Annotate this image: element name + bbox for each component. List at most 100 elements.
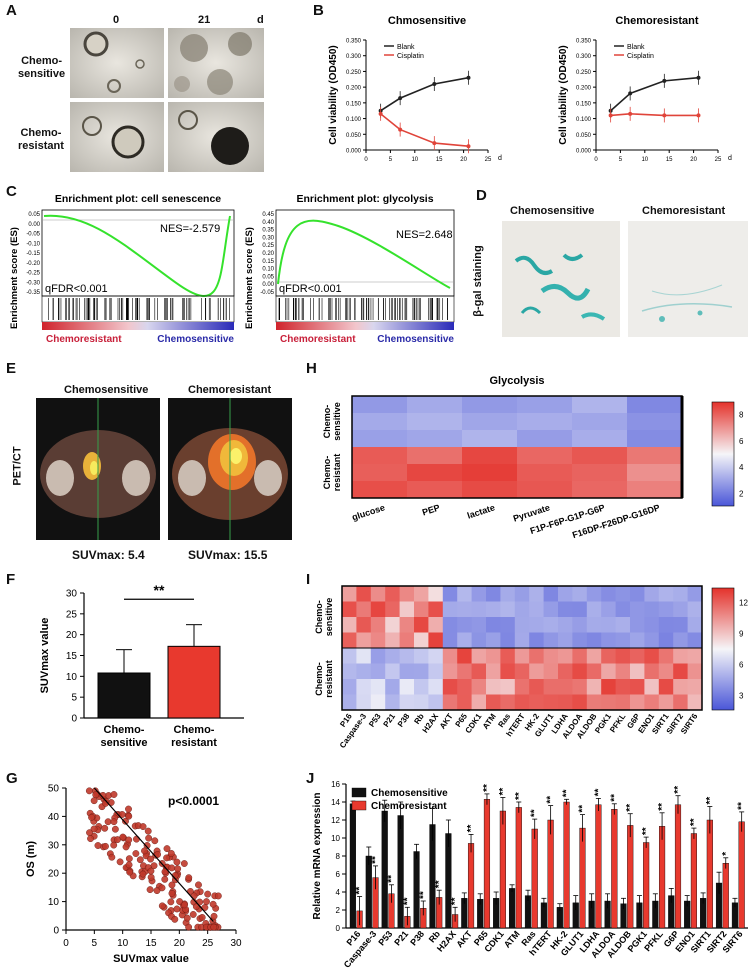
data-point [608,113,613,118]
heatmap-cell [572,632,588,649]
heatmap-cell [442,617,458,633]
y-tick-label: 0 [336,924,341,933]
y-tick-label: 0.200 [346,86,362,92]
heatmap-cell [414,632,429,649]
colorbar-label: 6 [739,437,744,446]
y-axis-label: Enrichment score (ES) [9,227,20,329]
heatmap-cell [414,679,429,695]
x-tick-label: 20 [460,157,467,163]
y-axis-label: Cell viability (OD450) [328,45,339,144]
panel-label-e: E [6,360,17,377]
scatter-point [173,858,181,866]
x-tick-label: 10 [411,157,418,163]
heatmap-cell [572,396,628,414]
y-tick-label: 0.20 [262,251,274,257]
y-tick-label: -0.15 [26,251,40,257]
heatmap-cell [514,679,530,695]
colorbar-label: 8 [739,410,744,419]
x-tick-label: 25 [485,157,492,163]
heatmap-cell [586,617,602,633]
significance-marker: ** [154,585,165,598]
colorbar [711,401,735,507]
group-label-right: Chemosensitive [157,334,234,345]
heatmap-cell [462,430,518,448]
x-tick-label: 20 [690,157,697,163]
y-tick-label: 16 [331,780,340,789]
scatter-point [161,875,169,883]
scatter-point [161,868,169,876]
column-label: glucose [351,502,386,522]
scatter-os-suvmax: 0 10 20 30 40 50 0 5 10 15 20 25 30 SUVmax value OS (m… [25,784,242,966]
panel-label-i: I [306,571,311,588]
heatmap-cell [514,632,530,649]
y-tick-label: 20 [66,630,78,641]
panel-e-ylabel: PET/CT [11,446,24,486]
heatmap-cell [428,694,444,711]
column-label: PFKL [608,712,627,734]
heatmap-cell [399,663,415,680]
heatmap-cell [414,648,429,664]
heatmap-cell [370,586,386,602]
y-tick-label: 0.40 [262,220,274,226]
heatmap-cell [558,663,573,680]
heatmap-cell [462,464,518,482]
heatmap-cell [627,430,683,448]
legend-label: Cisplatin [627,53,654,60]
x-axis-label: SUVmax value [113,953,189,965]
heatmap-cell [658,617,674,633]
y-tick-label: -0.05 [26,232,40,238]
heatmap-cell [407,464,463,482]
bar-chemoresistant [659,826,666,929]
heatmap-cell [644,632,660,649]
x-tick-label: 5 [389,157,393,163]
heatmap-cell [630,663,645,680]
colorbar-label: 3 [739,691,744,700]
heatmap-cell [356,679,372,695]
y-tick-label: 0.350 [576,39,592,45]
significance-marker: ** [514,792,525,800]
y-tick-label: 15 [66,651,78,662]
bar-chemosensitive [381,810,388,929]
y-tick-label: 0.100 [346,117,362,123]
heatmap-cell [342,632,357,649]
heatmap-cell [399,679,415,695]
scatter-point [110,841,118,849]
heatmap-cell [615,632,631,649]
heatmap-cell [517,430,573,448]
bar-chemosensitive [413,851,420,929]
significance-marker: ** [482,784,493,792]
column-label: ATM [481,712,498,731]
scatter-point [185,923,193,931]
group-label-left: Chemoresistant [46,334,122,345]
column-label: PEP [421,502,441,517]
y-tick-label: 0.350 [346,39,362,45]
heatmap-cell [644,617,660,633]
heatmap-cell [399,586,415,602]
x-category-label: P38 [408,929,426,948]
scatter-point [94,842,102,849]
heatmap-cell [342,617,357,633]
heatmap-cell [457,617,473,633]
heatmap-cell [615,601,631,618]
y-tick-label: 0.050 [576,133,592,139]
heatmap-cell [558,648,573,664]
nes-value: NES=-2.579 [160,223,220,235]
x-category-label: sensitive [100,737,147,749]
scatter-point [173,905,181,913]
heatmap-cell [500,663,516,680]
heatmap-cell [428,601,444,618]
heatmap-cell [687,617,703,633]
scatter-point [158,884,166,892]
heatmap-cell [457,679,473,695]
y-tick-label: -0.05 [260,290,274,296]
scatter-point [90,797,98,805]
scatter-point [147,855,154,863]
heatmap-cell [385,632,401,649]
significance-marker: * [721,852,732,856]
chart-b-chemoresistant: Chemoresistant 0.000 0.050 0.100 0.150 0.200 0… [558,15,732,163]
heatmap-cell [572,617,588,633]
heatmap-cell [457,648,473,664]
y-tick-label: -0.35 [26,290,40,296]
data-point [432,82,437,86]
heatmap-cell [529,663,545,680]
